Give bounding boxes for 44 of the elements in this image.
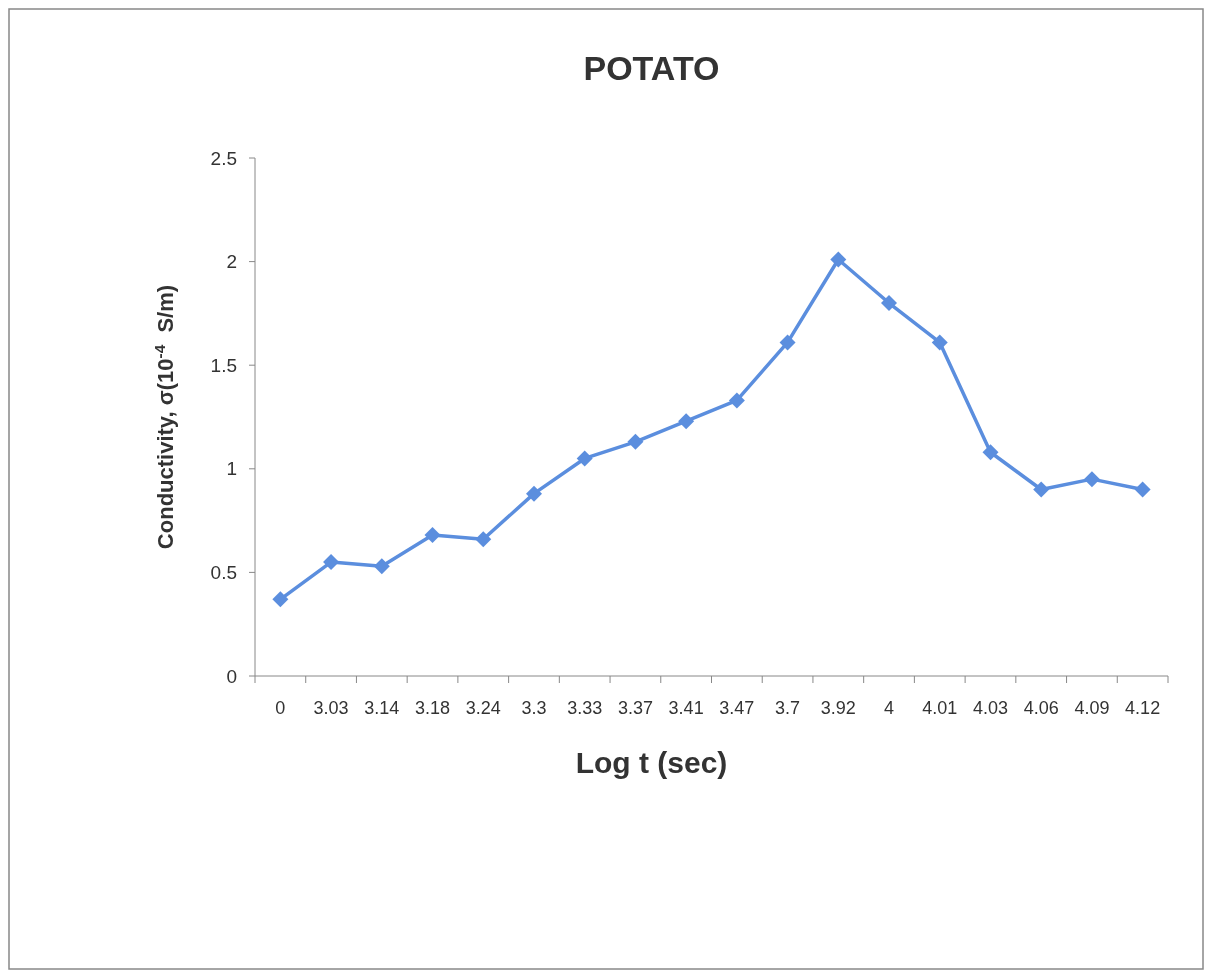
point — [323, 554, 340, 571]
point — [373, 558, 390, 575]
y-tick-label: 1.5 — [210, 354, 237, 376]
point — [1134, 481, 1151, 498]
point — [728, 392, 745, 409]
point — [525, 485, 542, 502]
point — [830, 251, 847, 268]
x-tick-label: 3.33 — [567, 698, 603, 718]
x-tick-label: 3.47 — [719, 698, 755, 718]
x-tick-label: 4.03 — [972, 698, 1008, 718]
point — [779, 334, 796, 351]
point — [881, 295, 898, 312]
point — [982, 444, 999, 461]
x-tick-label: 3.18 — [415, 698, 451, 718]
point — [424, 527, 441, 544]
x-tick-label: 3.41 — [668, 698, 704, 718]
x-tick-label: 4 — [884, 698, 895, 718]
x-tick-label: 4.06 — [1023, 698, 1059, 718]
x-tick-label: 3.14 — [364, 698, 400, 718]
point — [627, 433, 644, 450]
x-tick-label: 4.09 — [1074, 698, 1110, 718]
y-tick-label: 2 — [226, 251, 237, 273]
point — [272, 591, 289, 608]
point — [1083, 471, 1100, 488]
x-tick-label: 3.37 — [617, 698, 653, 718]
x-tick-label: 4.12 — [1125, 698, 1161, 718]
x-axis-title: Log t (sec) — [575, 746, 728, 779]
point — [475, 531, 492, 548]
x-tick-label: 3.7 — [775, 698, 801, 718]
point — [678, 413, 695, 430]
x-tick-label: 3.3 — [521, 698, 547, 718]
x-tick-label: 3.24 — [465, 698, 501, 718]
y-tick-label: 2.5 — [210, 147, 237, 169]
point — [1033, 481, 1050, 498]
point — [931, 334, 948, 351]
y-tick-label: 0 — [226, 665, 237, 687]
chart-title: POTATO — [583, 49, 720, 87]
point — [576, 450, 593, 467]
y-tick-label: 1 — [226, 458, 237, 480]
x-tick-label: 4.01 — [922, 698, 958, 718]
x-tick-label: 3.92 — [820, 698, 856, 718]
y-tick-label: 0.5 — [210, 562, 237, 584]
x-tick-label: 3.03 — [313, 698, 349, 718]
x-tick-label: 0 — [275, 698, 286, 718]
